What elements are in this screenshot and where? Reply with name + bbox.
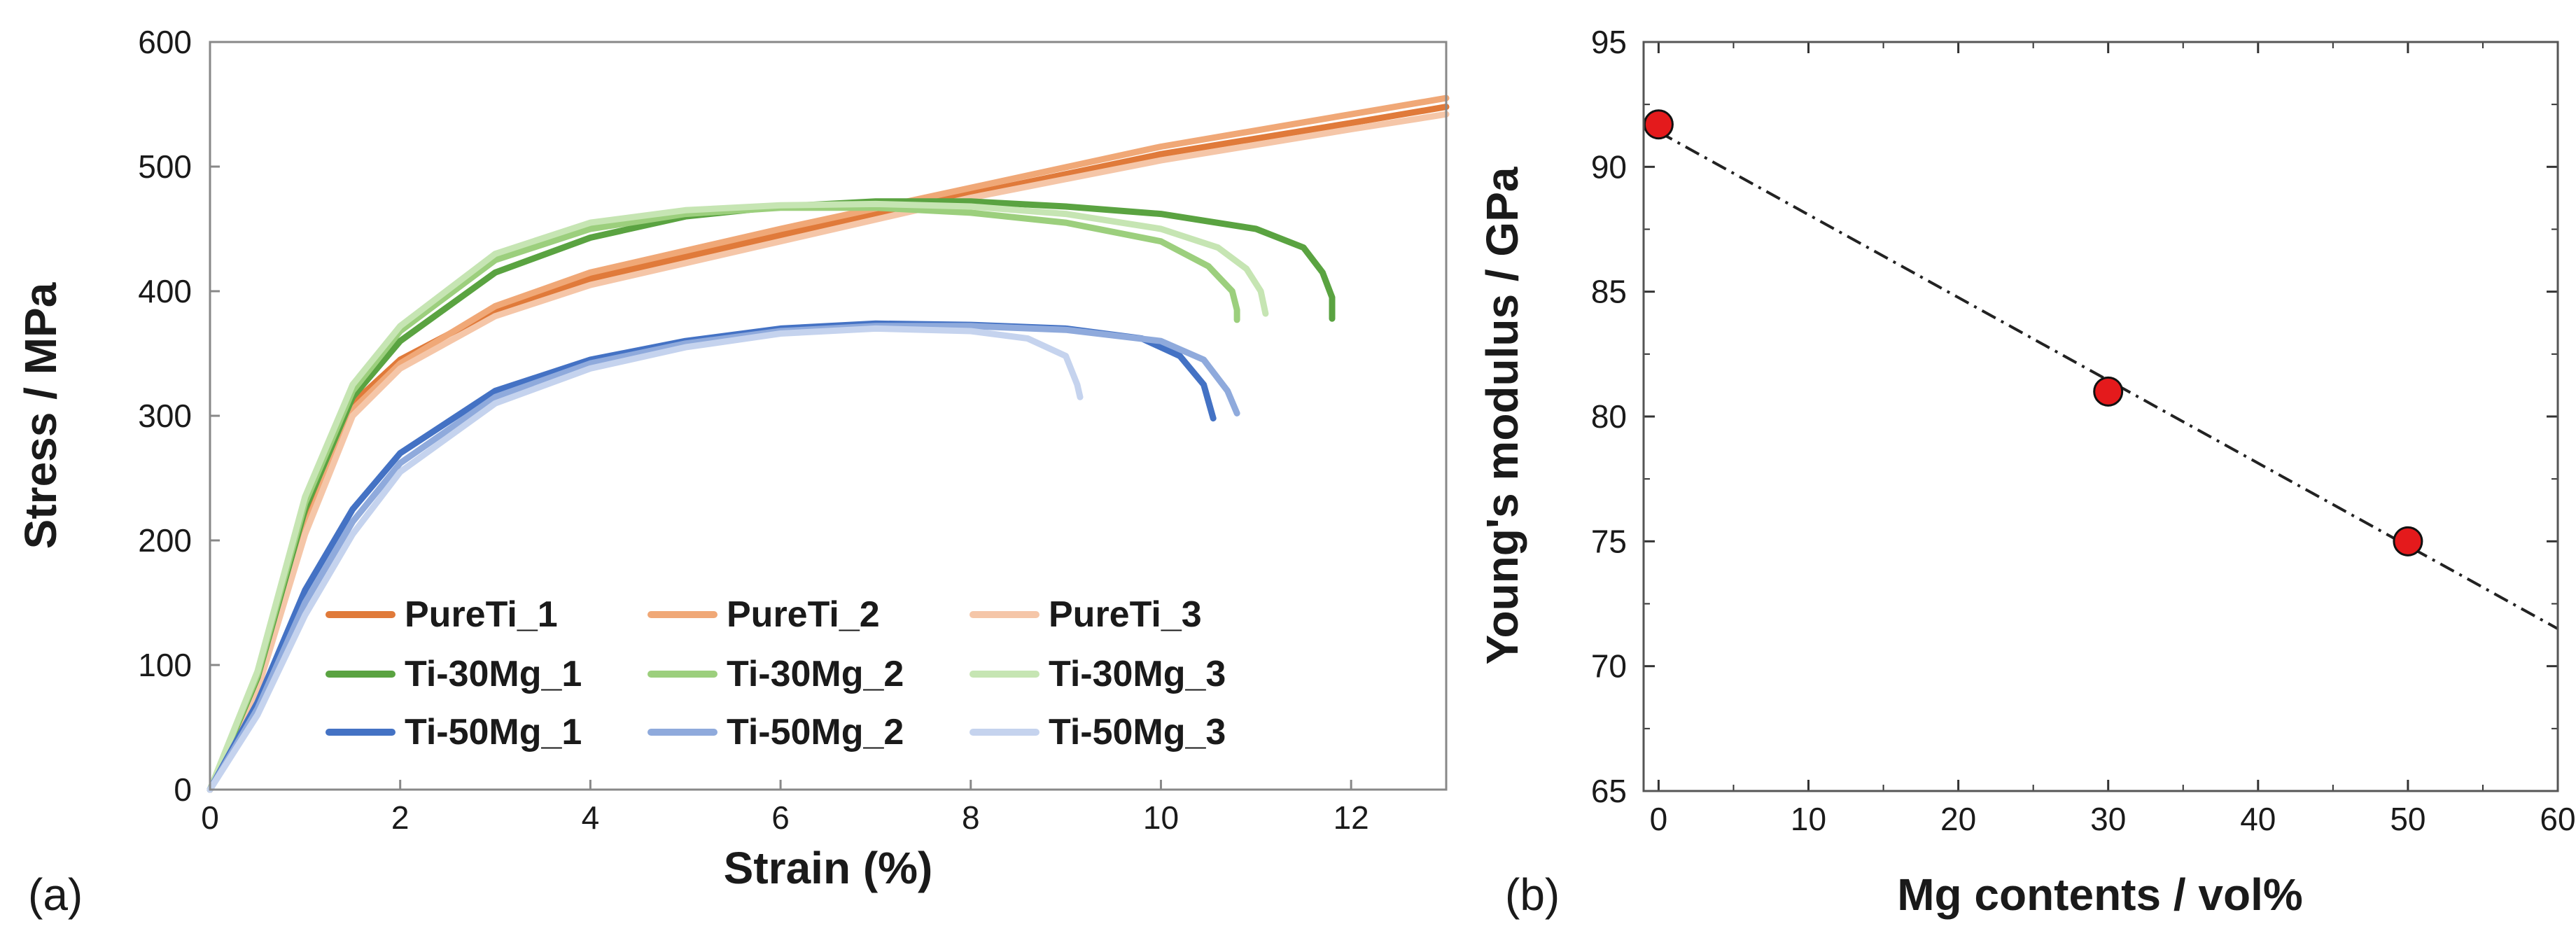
panel-a-label: (a) xyxy=(28,869,83,920)
legend-item-pureti-2: PureTi_2 xyxy=(648,594,880,635)
a-y-tick-label: 500 xyxy=(138,148,192,185)
data-point xyxy=(1643,109,1674,140)
series-ti-30mg-3 xyxy=(206,200,1269,793)
b-y-tick-label: 80 xyxy=(1591,398,1627,435)
b-y-tick-label: 95 xyxy=(1591,24,1627,60)
legend-item-pureti-1: PureTi_1 xyxy=(326,594,558,635)
panel-b-y-axis-title: Young's modulus / GPa xyxy=(1477,167,1527,664)
series-pureti-3 xyxy=(206,111,1450,793)
panel-a-y-axis-title: Stress / MPa xyxy=(15,282,66,549)
b-y-tick-label: 85 xyxy=(1591,274,1627,310)
legend-label: Ti-50Mg_3 xyxy=(1049,712,1226,752)
panel-b-axes xyxy=(1644,41,2559,792)
b-x-tick-label: 60 xyxy=(2540,801,2575,837)
b-y-tick-label: 75 xyxy=(1591,523,1627,559)
data-point xyxy=(2093,376,2124,407)
panel-a-series xyxy=(206,94,1450,793)
b-x-tick-label: 20 xyxy=(1940,801,1976,837)
panel-b-y-tick-labels: 65 70 75 80 85 90 95 xyxy=(1591,24,1627,809)
a-x-tick-label: 12 xyxy=(1334,799,1369,836)
panel-a-legend: PureTi_1 PureTi_2 PureTi_3 Ti-30Mg_1 Ti-30Mg… xyxy=(326,594,1226,752)
a-x-tick-label: 10 xyxy=(1143,799,1179,836)
panel-b-label: (b) xyxy=(1505,869,1560,920)
legend-item-ti-50mg-2: Ti-50Mg_2 xyxy=(648,712,904,752)
a-y-tick-label: 200 xyxy=(138,522,192,559)
a-x-tick-label: 6 xyxy=(771,799,790,836)
legend-label: Ti-30Mg_2 xyxy=(727,654,904,694)
legend-label: PureTi_2 xyxy=(727,594,880,635)
legend-item-ti-30mg-3: Ti-30Mg_3 xyxy=(969,654,1226,694)
legend-item-ti-50mg-1: Ti-50Mg_1 xyxy=(326,712,582,752)
legend-item-pureti-3: PureTi_3 xyxy=(969,594,1202,635)
panel-b-plot-frame xyxy=(1642,41,2559,792)
b-y-tick-label: 90 xyxy=(1591,148,1627,185)
legend-label: Ti-30Mg_1 xyxy=(405,654,582,694)
a-x-tick-label: 8 xyxy=(962,799,980,836)
panel-b-x-tick-labels: 0 10 20 30 40 50 60 xyxy=(1650,801,2576,837)
a-x-tick-label: 2 xyxy=(391,799,410,836)
panel-b-points xyxy=(1643,109,2423,556)
b-x-tick-label: 50 xyxy=(2390,801,2426,837)
legend-item-ti-30mg-1: Ti-30Mg_1 xyxy=(326,654,582,694)
a-y-tick-label: 600 xyxy=(138,24,192,60)
panel-b-x-axis-title: Mg contents / vol% xyxy=(1897,869,2303,920)
legend-label: PureTi_3 xyxy=(1049,594,1202,635)
panel-b: 0 10 20 30 40 50 60 65 70 75 80 85 90 95 Mg contents… xyxy=(1477,24,2576,920)
panel-a-y-tick-labels: 0 100 200 300 400 500 600 xyxy=(138,24,192,808)
a-x-tick-label: 4 xyxy=(582,799,600,836)
legend-label: Ti-50Mg_1 xyxy=(405,712,582,752)
panel-a-x-axis-title: Strain (%) xyxy=(724,843,933,893)
legend-item-ti-30mg-2: Ti-30Mg_2 xyxy=(648,654,904,694)
a-x-tick-label: 0 xyxy=(201,799,219,836)
b-x-tick-label: 10 xyxy=(1791,801,1826,837)
legend-label: Ti-50Mg_2 xyxy=(727,712,904,752)
b-y-tick-label: 65 xyxy=(1591,773,1627,809)
panel-a-x-tick-labels: 0 2 4 6 8 10 12 xyxy=(201,799,1369,836)
panel-a-plot-frame xyxy=(209,41,1448,791)
a-y-tick-label: 400 xyxy=(138,273,192,309)
legend-item-ti-50mg-3: Ti-50Mg_3 xyxy=(969,712,1226,752)
a-y-tick-label: 0 xyxy=(174,771,192,808)
data-point xyxy=(2393,526,2423,556)
b-x-tick-label: 40 xyxy=(2240,801,2276,837)
a-y-tick-label: 300 xyxy=(138,398,192,434)
a-y-tick-label: 100 xyxy=(138,647,192,683)
b-y-tick-label: 70 xyxy=(1591,648,1627,685)
series-ti-50mg-3 xyxy=(206,325,1084,793)
legend-label: PureTi_1 xyxy=(405,594,558,635)
b-x-tick-label: 30 xyxy=(2090,801,2126,837)
legend-label: Ti-30Mg_3 xyxy=(1049,654,1226,694)
b-x-tick-label: 0 xyxy=(1650,801,1668,837)
